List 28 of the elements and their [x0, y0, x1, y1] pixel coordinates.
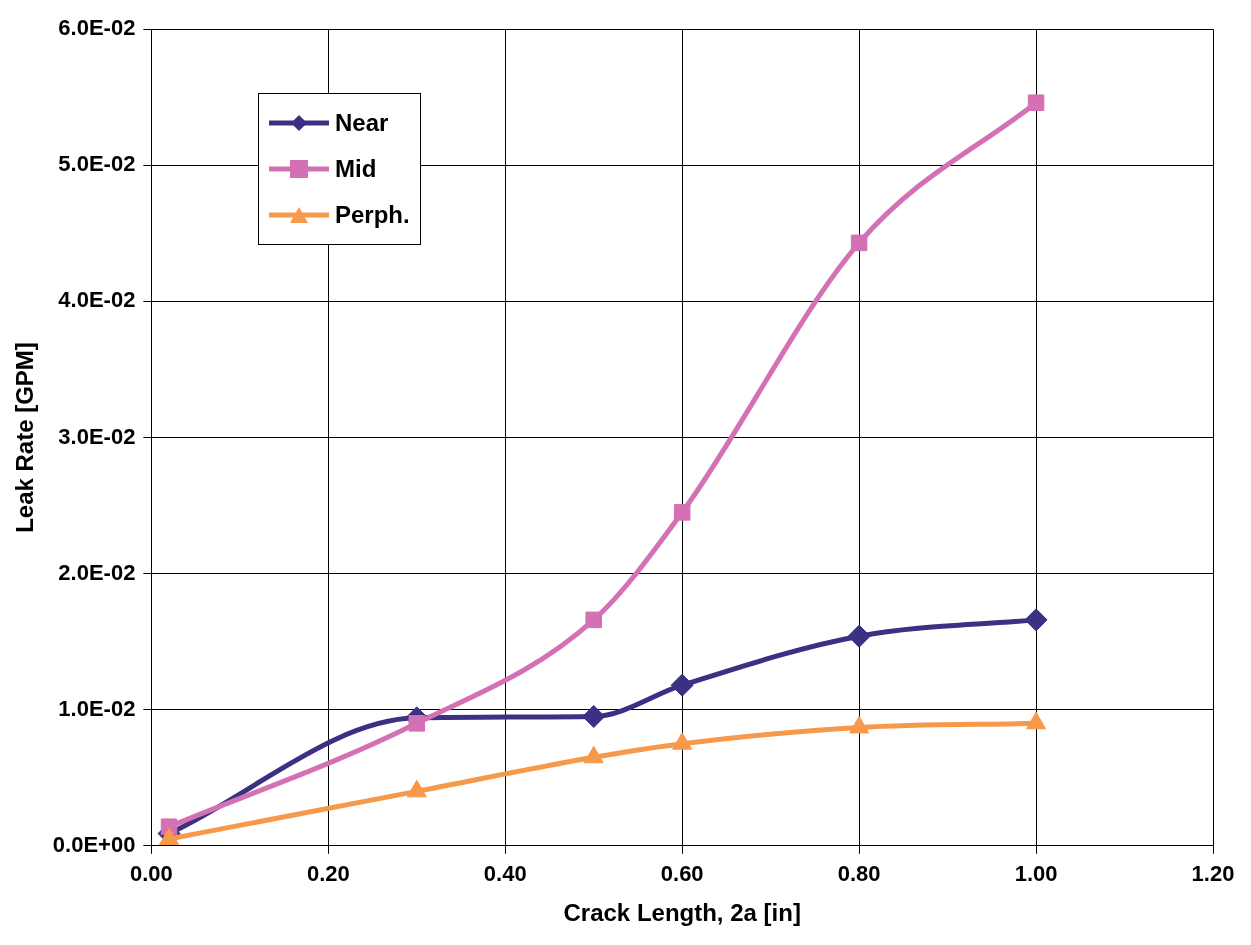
y-axis-title: Leak Rate [GPM]	[11, 342, 39, 533]
point	[408, 715, 426, 732]
legend-label: Near	[335, 109, 389, 137]
point	[1027, 94, 1045, 111]
x-tick-label: 0.20	[306, 861, 350, 887]
x-tick-label: 0.00	[129, 861, 173, 887]
x-tick-label: 0.80	[837, 861, 881, 887]
y-tick-label: 0.0E+00	[52, 831, 136, 857]
point	[1024, 608, 1048, 632]
point	[670, 673, 694, 697]
point	[847, 624, 871, 648]
legend-label: Perph.	[335, 201, 410, 229]
x-tick-label: 0.60	[660, 861, 704, 887]
y-tick-label: 4.0E-02	[58, 287, 136, 313]
y-tick-label: 1.0E-02	[58, 695, 136, 721]
point	[850, 234, 868, 252]
x-tick-label: 1.00	[1014, 861, 1058, 887]
x-tick-label: 0.40	[483, 861, 527, 887]
point	[582, 705, 606, 729]
y-tick-label: 3.0E-02	[58, 423, 136, 449]
point	[673, 504, 691, 521]
y-tick-label: 5.0E-02	[58, 151, 136, 177]
x-axis-title: Crack Length, 2a [in]	[563, 899, 801, 927]
legend-label: Mid	[335, 155, 377, 183]
x-tick-label: 1.20	[1191, 861, 1235, 887]
y-tick-label: 6.0E-02	[58, 15, 136, 41]
point	[585, 611, 602, 629]
y-tick-label: 2.0E-02	[58, 559, 136, 585]
